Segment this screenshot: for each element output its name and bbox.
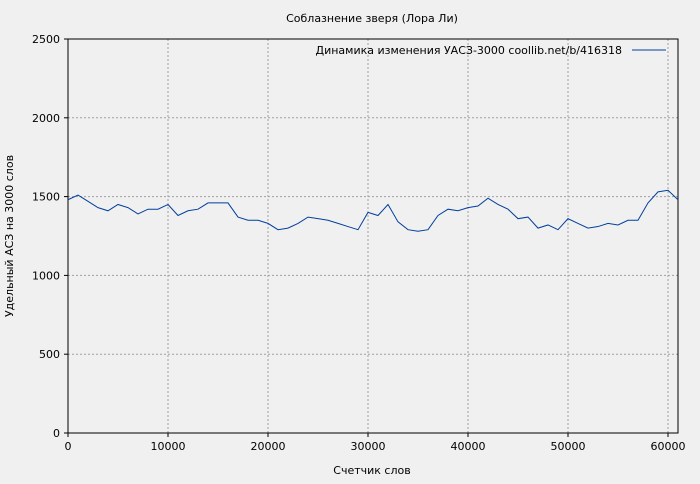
y-tick-label: 1500 [32, 191, 60, 204]
x-tick-label: 10000 [151, 440, 186, 453]
x-axis-label: Счетчик слов [333, 464, 410, 477]
y-tick-label: 2000 [32, 112, 60, 125]
y-tick-label: 1000 [32, 269, 60, 282]
plot-area [68, 39, 678, 433]
x-tick-label: 20000 [251, 440, 286, 453]
chart-title: Соблазнение зверя (Лора Ли) [286, 12, 458, 25]
legend-label: Динамика изменения УАСЗ-3000 coollib.net… [316, 44, 623, 57]
x-tick-label: 0 [65, 440, 72, 453]
x-tick-label: 60000 [651, 440, 686, 453]
y-tick-label: 500 [39, 348, 60, 361]
plot-frame [67, 38, 679, 434]
data-line [67, 189, 679, 232]
x-tick-label: 40000 [451, 440, 486, 453]
y-tick-label: 0 [53, 427, 60, 440]
y-tick-label: 2500 [32, 33, 60, 46]
y-axis-label: Удельный АСЗ на 3000 слов [3, 155, 16, 317]
x-tick-label: 30000 [351, 440, 386, 453]
x-tick-label: 50000 [551, 440, 586, 453]
